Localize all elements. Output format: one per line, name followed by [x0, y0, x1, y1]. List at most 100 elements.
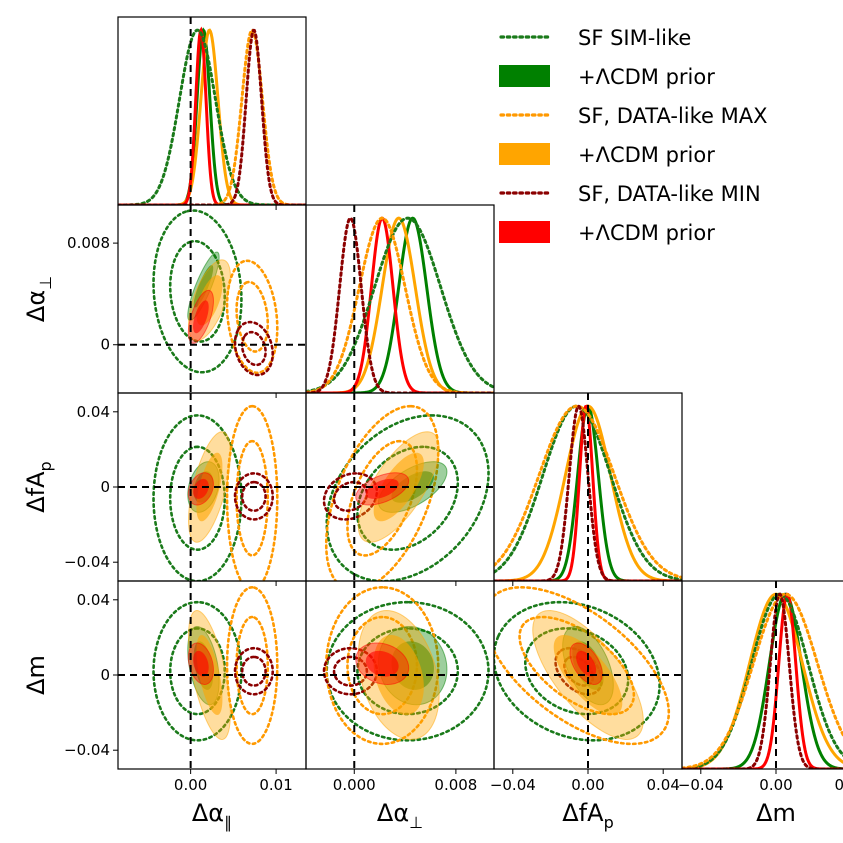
legend-label: SF, DATA-like MAX	[578, 104, 768, 128]
contour-2-1.52sigma	[518, 615, 636, 716]
marginal-curve-5	[494, 404, 682, 581]
contour-0-1.52sigma	[523, 627, 630, 716]
contour-2-1.52sigma	[235, 280, 270, 353]
legend-swatch-filled	[499, 143, 550, 165]
x-tick-label: 0.008	[434, 776, 477, 794]
y-tick-label: 0.04	[77, 403, 110, 421]
panel-delta_m-vs-delta_alpha_perp: 0.000 0.008	[305, 580, 495, 794]
panel-frame	[305, 204, 495, 394]
legend-swatch-filled	[499, 221, 550, 243]
y-tick-label: 0.04	[77, 591, 110, 609]
marginal-curve-5	[682, 592, 843, 769]
marginal-curve-2	[682, 592, 843, 769]
x-tick-label: 0.01	[259, 776, 292, 794]
contour-5-1.52sigma	[193, 300, 209, 334]
panel-content	[118, 393, 306, 581]
panel-content	[682, 581, 843, 769]
panel-delta_m-vs-delta_m: −0.04 0.00 0.04	[678, 580, 843, 794]
contour-2-1.52sigma	[235, 439, 270, 557]
y-tick-label: 0	[100, 666, 110, 684]
contour-3-1.52sigma	[196, 452, 223, 522]
contour-2-2.45sigma	[225, 404, 279, 581]
y-tick-label: 0.008	[67, 234, 110, 252]
marginal-curve-2	[118, 28, 306, 205]
contour-3-1.52sigma	[373, 452, 424, 522]
marginal-curve-5	[306, 216, 494, 393]
legend-label: SF, DATA-like MIN	[578, 182, 761, 206]
y-axis-label-delta_m: Δm	[22, 655, 50, 695]
marginal-curve-2	[494, 404, 682, 580]
contour-5-1.52sigma	[365, 650, 399, 677]
contour-0-2.45sigma	[152, 209, 243, 374]
contour-5-1.52sigma	[365, 478, 399, 499]
marginal-curve-4	[494, 404, 682, 581]
contour-2-2.45sigma	[225, 259, 279, 375]
panel-delta_fAp-vs-delta_fAp	[493, 392, 683, 586]
marginal-curve-2	[306, 216, 494, 393]
panel-delta_alpha_perp-vs-delta_alpha_parallel: 0 0.008	[67, 204, 307, 398]
y-axis-label-delta_alpha_perp: Δα⊥	[22, 276, 55, 322]
contour-4-1.52sigma	[240, 330, 267, 367]
contour-0-2.45sigma	[152, 600, 243, 742]
x-tick-label: −0.04	[678, 776, 724, 794]
legend-label: +ΛCDM prior	[578, 143, 715, 167]
legend-swatch-filled	[499, 65, 550, 87]
panel-content	[306, 205, 494, 393]
x-tick-label: −0.04	[490, 776, 536, 794]
y-tick-label: 0	[100, 478, 110, 496]
panel-delta_alpha_perp-vs-delta_alpha_perp	[305, 204, 495, 398]
contour-2-1.52sigma	[235, 615, 270, 716]
contour-5-1.52sigma	[193, 650, 209, 677]
marginal-curve-1	[306, 216, 494, 393]
contour-5-1.52sigma	[193, 478, 209, 499]
x-axis-label-delta_alpha_parallel: Δα∥	[192, 799, 232, 832]
x-tick-label: 0.00	[571, 776, 604, 794]
contour-4-1.52sigma	[332, 480, 369, 512]
y-tick-label: 0	[100, 336, 110, 354]
contour-0-2.45sigma	[325, 600, 490, 742]
contour-0-1.52sigma	[356, 445, 460, 552]
contour-4-2.45sigma	[233, 646, 274, 696]
panel-delta_fAp-vs-delta_alpha_perp	[305, 392, 495, 586]
contour-0-1.52sigma	[168, 239, 227, 343]
marginal-curve-4	[306, 216, 494, 393]
panel-delta_m-vs-delta_alpha_parallel: 0.00 0.01 −0.04 0 0.04	[64, 580, 307, 794]
contour-0-2.45sigma	[494, 600, 661, 742]
x-tick-label: 0.04	[834, 776, 843, 794]
contour-0-1.52sigma	[168, 627, 227, 716]
legend-label: SF SIM-like	[578, 26, 691, 50]
legend-label: +ΛCDM prior	[578, 221, 715, 245]
contour-4-2.45sigma	[233, 472, 274, 521]
legend: SF SIM-like +ΛCDM prior SF, DATA-like MAX +…	[499, 26, 768, 245]
panel-content	[118, 581, 306, 769]
contour-1-1.52sigma	[193, 265, 214, 308]
x-axis-label-delta_fAp: ΔfAp	[562, 799, 613, 832]
panel-content	[306, 581, 494, 769]
contour-2-2.45sigma	[324, 585, 440, 746]
marginal-curve-3	[118, 28, 306, 205]
contour-4-1.52sigma	[240, 655, 267, 687]
y-axis-label-delta_fAp: ΔfAp	[22, 461, 55, 512]
marginal-curve-0	[306, 216, 494, 393]
panel-content	[306, 393, 494, 581]
contour-2-2.45sigma	[225, 585, 279, 746]
marginal-curve-4	[118, 28, 306, 205]
x-tick-label: 0.000	[333, 776, 376, 794]
contour-4-1.52sigma	[332, 655, 369, 687]
legend-label: +ΛCDM prior	[578, 65, 715, 89]
contour-2-2.45sigma	[494, 585, 671, 746]
panel-content	[118, 17, 306, 205]
marginal-curve-1	[118, 27, 306, 205]
x-tick-label: 0.04	[646, 776, 679, 794]
contour-0-2.45sigma	[152, 414, 243, 581]
y-tick-label: −0.04	[64, 553, 110, 571]
contour-4-2.45sigma	[233, 320, 275, 377]
contour-2-2.45sigma	[324, 404, 440, 581]
marginal-curve-3	[306, 216, 494, 393]
contour-2-1.52sigma	[346, 615, 419, 716]
x-axis-label-delta_alpha_perp: Δα⊥	[377, 799, 423, 832]
panel-content	[494, 581, 682, 769]
x-tick-label: 0.00	[174, 776, 207, 794]
contour-5-1.52sigma	[576, 650, 597, 677]
